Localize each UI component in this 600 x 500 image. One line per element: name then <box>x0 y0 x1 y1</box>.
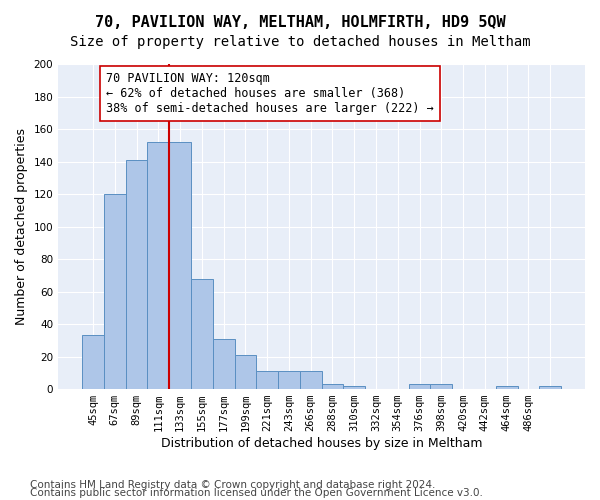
Bar <box>235 355 256 389</box>
Bar <box>496 386 518 389</box>
Text: Size of property relative to detached houses in Meltham: Size of property relative to detached ho… <box>70 35 530 49</box>
Text: Contains public sector information licensed under the Open Government Licence v3: Contains public sector information licen… <box>30 488 483 498</box>
Bar <box>82 336 104 389</box>
Bar <box>539 386 561 389</box>
Y-axis label: Number of detached properties: Number of detached properties <box>15 128 28 325</box>
Bar <box>213 338 235 389</box>
Bar <box>409 384 430 389</box>
Text: 70, PAVILION WAY, MELTHAM, HOLMFIRTH, HD9 5QW: 70, PAVILION WAY, MELTHAM, HOLMFIRTH, HD… <box>95 15 505 30</box>
Text: 70 PAVILION WAY: 120sqm
← 62% of detached houses are smaller (368)
38% of semi-d: 70 PAVILION WAY: 120sqm ← 62% of detache… <box>106 72 434 115</box>
Bar <box>430 384 452 389</box>
Bar <box>169 142 191 389</box>
Bar <box>191 278 213 389</box>
Bar <box>104 194 125 389</box>
Bar <box>125 160 148 389</box>
Bar <box>278 371 300 389</box>
X-axis label: Distribution of detached houses by size in Meltham: Distribution of detached houses by size … <box>161 437 482 450</box>
Bar <box>148 142 169 389</box>
Bar <box>256 371 278 389</box>
Text: Contains HM Land Registry data © Crown copyright and database right 2024.: Contains HM Land Registry data © Crown c… <box>30 480 436 490</box>
Bar <box>343 386 365 389</box>
Bar <box>300 371 322 389</box>
Bar <box>322 384 343 389</box>
